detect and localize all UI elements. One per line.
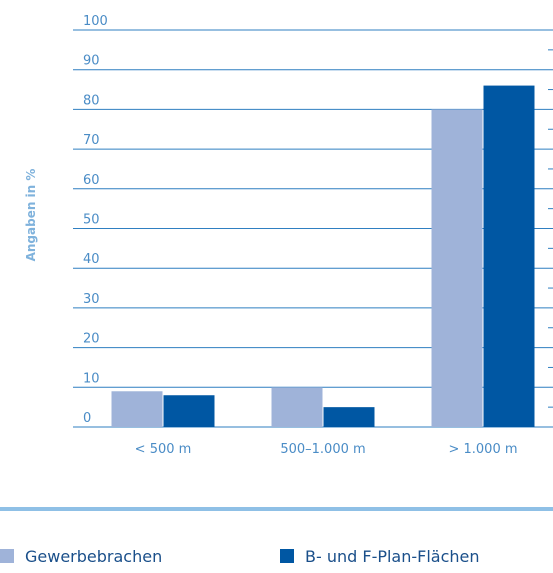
y-tick-labels: 0 10 20 30 40 50 60 70 80 90 100 xyxy=(83,14,108,426)
legend-label: Gewerbebrachen xyxy=(25,547,162,566)
legend-label: B- und F-Plan-Flächen xyxy=(305,547,480,566)
bars xyxy=(111,85,535,428)
bar-b-f-plan-2 xyxy=(483,85,535,427)
x-tick-label: < 500 m xyxy=(135,442,192,457)
y-tick-label: 80 xyxy=(83,93,100,108)
y-tick-label: 30 xyxy=(83,292,100,307)
y-tick-label: 50 xyxy=(83,213,100,228)
y-tick-label: 0 xyxy=(83,411,91,426)
legend-swatch xyxy=(280,549,294,563)
y-tick-label: 100 xyxy=(83,14,108,29)
y-tick-label: 60 xyxy=(83,173,100,188)
y-tick-label: 20 xyxy=(83,332,100,347)
bar-gewerbebrachen-0 xyxy=(111,391,163,427)
x-tick-labels: < 500 m 500–1.000 m > 1.000 m xyxy=(135,442,518,457)
y-tick-label: 40 xyxy=(83,252,100,267)
bar-b-f-plan-0 xyxy=(163,395,215,427)
y-tick-label: 10 xyxy=(83,371,100,386)
gridlines xyxy=(73,29,553,428)
x-tick-label: 500–1.000 m xyxy=(280,442,365,457)
bar-b-f-plan-1 xyxy=(323,407,375,427)
legend-swatch xyxy=(0,549,14,563)
y-axis-label: Angaben in % xyxy=(24,169,38,262)
bar-gewerbebrachen-1 xyxy=(271,387,323,427)
y-tick-label: 70 xyxy=(83,133,100,148)
legend: Gewerbebrachen B- und F-Plan-Flächen xyxy=(0,547,480,566)
x-tick-label: > 1.000 m xyxy=(448,442,517,457)
bar-gewerbebrachen-2 xyxy=(431,109,483,428)
y-tick-label: 90 xyxy=(83,54,100,69)
